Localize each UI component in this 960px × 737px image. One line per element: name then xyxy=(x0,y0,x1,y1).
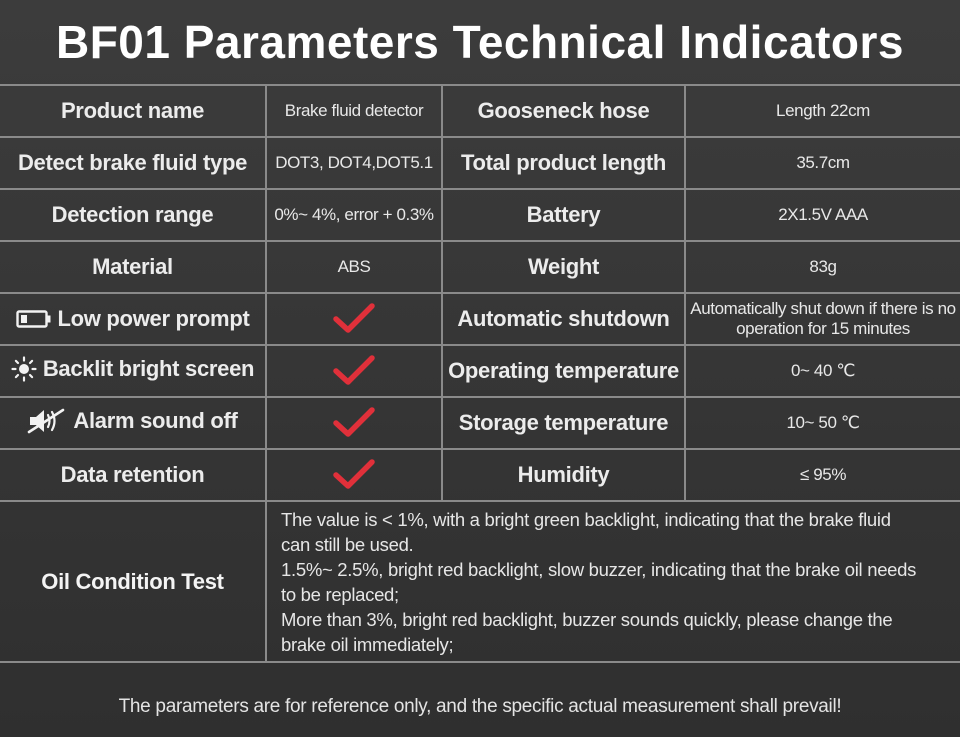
spec-value: 35.7cm xyxy=(684,136,960,190)
spec-value: Brake fluid detector xyxy=(265,86,443,138)
label-product-name: Product name xyxy=(60,98,205,123)
table-row: Detect brake fluid type DOT3, DOT4,DOT5.… xyxy=(0,136,960,190)
speaker-muted-icon xyxy=(28,408,65,433)
spec-label: Backlit bright screen xyxy=(0,344,267,398)
footer: The parameters are for reference only, a… xyxy=(0,677,960,737)
spec-value: Length 22cm xyxy=(684,86,960,138)
spec-value: 10~ 50 ℃ xyxy=(684,396,960,450)
spec-label: Low power prompt xyxy=(0,292,267,346)
sun-icon xyxy=(11,355,37,382)
spec-value: ABS xyxy=(265,240,443,294)
spec-table: Product name Brake fluid detector Goosen… xyxy=(0,86,960,663)
table-row: Product name Brake fluid detector Goosen… xyxy=(0,86,960,138)
label-alarm-off: Alarm sound off xyxy=(73,407,238,433)
table-row: Material ABS Weight 83g xyxy=(0,240,960,294)
spec-label: Total product length xyxy=(441,136,686,190)
value-detection-range: 0%~ 4%, error + 0.3% xyxy=(274,205,434,224)
label-with-icon: Backlit bright screen xyxy=(11,356,254,382)
table-row: Low power prompt Automatic shutdown Auto… xyxy=(0,292,960,346)
spec-label: Battery xyxy=(441,188,686,242)
spec-value xyxy=(265,396,443,450)
value-operating-temp: 0~ 40 ℃ xyxy=(790,361,856,380)
label-material: Material xyxy=(92,254,173,279)
value-gooseneck-hose: Length 22cm xyxy=(776,101,870,120)
label-fluid-type: Detect brake fluid type xyxy=(17,150,248,175)
spec-label: Detect brake fluid type xyxy=(0,136,267,190)
label-with-icon: Alarm sound off xyxy=(27,407,238,435)
spec-label: Material xyxy=(0,240,267,294)
title-bar: BF01 Parameters Technical Indicators xyxy=(0,0,960,86)
spec-value: 0~ 40 ℃ xyxy=(684,344,960,398)
oil-line: More than 3%, bright red backlight, buzz… xyxy=(281,608,893,630)
page-title: BF01 Parameters Technical Indicators xyxy=(55,16,905,68)
label-battery: Battery xyxy=(526,202,601,227)
red-checkmark-icon xyxy=(333,303,375,333)
oil-line: brake oil immediately; xyxy=(281,633,454,655)
red-checkmark-icon xyxy=(333,459,375,489)
label-data-retention: Data retention xyxy=(60,462,205,487)
label-detection-range: Detection range xyxy=(51,202,214,227)
oil-condition-description: The value is < 1%, with a bright green b… xyxy=(265,500,960,663)
spec-value: 2X1.5V AAA xyxy=(684,188,960,242)
value-total-length: 35.7cm xyxy=(796,153,850,172)
table-row: Data retention Humidity ≤ 95% xyxy=(0,448,960,502)
spec-label: Operating temperature xyxy=(441,344,686,398)
value-weight: 83g xyxy=(809,257,837,276)
label-humidity: Humidity xyxy=(517,462,610,487)
spec-value xyxy=(265,448,443,502)
spec-label: Oil Condition Test xyxy=(0,500,267,663)
spec-label: Product name xyxy=(0,86,267,138)
label-total-length: Total product length xyxy=(460,150,666,175)
value-fluid-type: DOT3, DOT4,DOT5.1 xyxy=(275,153,433,172)
spec-value: 83g xyxy=(684,240,960,294)
value-humidity: ≤ 95% xyxy=(799,465,847,484)
spec-label: Humidity xyxy=(441,448,686,502)
spec-value: ≤ 95% xyxy=(684,448,960,502)
value-product-name: Brake fluid detector xyxy=(284,101,424,120)
label-low-power: Low power prompt xyxy=(57,305,250,331)
table-row: Alarm sound off Storage temperature 10~ … xyxy=(0,396,960,450)
label-operating-temp: Operating temperature xyxy=(448,358,679,383)
label-gooseneck-hose: Gooseneck hose xyxy=(477,98,650,123)
value-storage-temp: 10~ 50 ℃ xyxy=(786,413,860,432)
oil-condition-row: Oil Condition Test The value is < 1%, wi… xyxy=(0,500,960,663)
spec-label: Data retention xyxy=(0,448,267,502)
spec-label: Weight xyxy=(441,240,686,294)
label-auto-shutdown: Automatic shutdown xyxy=(457,306,670,331)
oil-line: The value is < 1%, with a bright green b… xyxy=(281,508,891,530)
value-battery: 2X1.5V AAA xyxy=(778,205,868,224)
oil-line: can still be used. xyxy=(281,533,414,555)
label-with-icon: Low power prompt xyxy=(15,305,250,332)
label-storage-temp: Storage temperature xyxy=(458,410,669,435)
oil-line: 1.5%~ 2.5%, bright red backlight, slow b… xyxy=(281,558,917,580)
table-row: Detection range 0%~ 4%, error + 0.3% Bat… xyxy=(0,188,960,242)
spec-label: Alarm sound off xyxy=(0,396,267,450)
spec-value: 0%~ 4%, error + 0.3% xyxy=(265,188,443,242)
spec-label: Automatic shutdown xyxy=(441,292,686,346)
spec-value: DOT3, DOT4,DOT5.1 xyxy=(265,136,443,190)
red-checkmark-icon xyxy=(333,407,375,437)
spec-label: Gooseneck hose xyxy=(441,86,686,138)
spec-value xyxy=(265,344,443,398)
table-row: Backlit bright screen Operating temperat… xyxy=(0,344,960,398)
spec-label: Detection range xyxy=(0,188,267,242)
red-checkmark-icon xyxy=(333,355,375,385)
oil-line: to be replaced; xyxy=(281,583,399,605)
label-weight: Weight xyxy=(527,254,600,279)
spec-label: Storage temperature xyxy=(441,396,686,450)
footer-note: The parameters are for reference only, a… xyxy=(118,696,842,717)
battery-low-icon xyxy=(15,309,51,328)
value-auto-shutdown: Automatically shut down if there is no o… xyxy=(690,299,956,338)
value-material: ABS xyxy=(337,257,371,276)
label-oil-condition: Oil Condition Test xyxy=(41,568,224,594)
spec-value xyxy=(265,292,443,346)
spec-value: Automatically shut down if there is no o… xyxy=(684,292,960,346)
label-backlit-screen: Backlit bright screen xyxy=(42,355,255,381)
